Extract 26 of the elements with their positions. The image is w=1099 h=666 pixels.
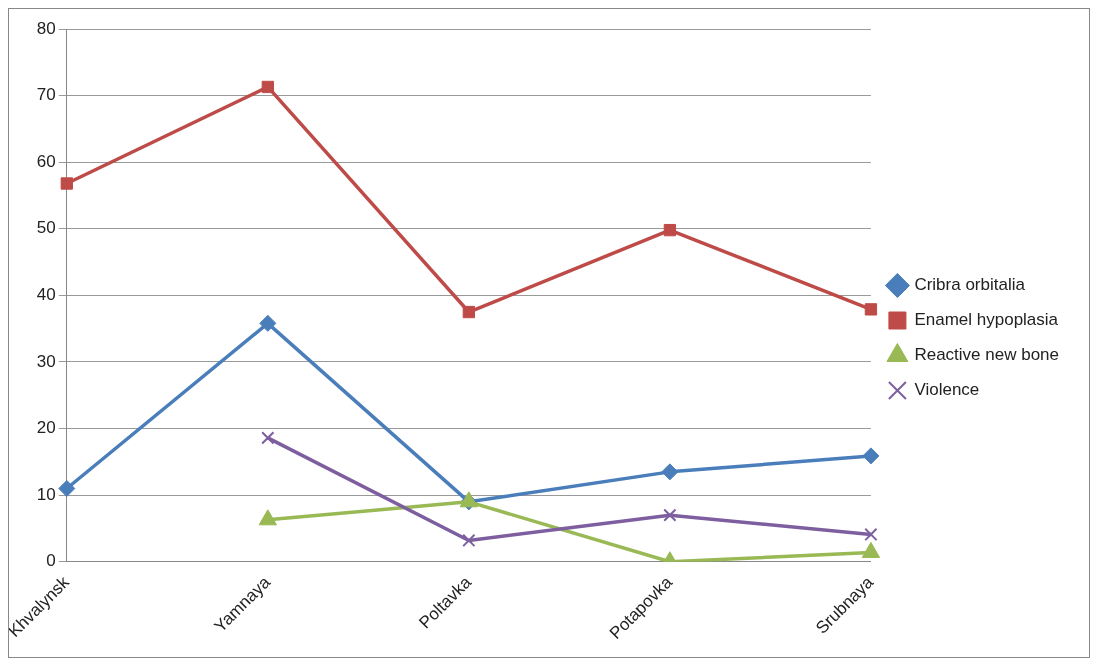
point xyxy=(259,314,277,332)
legend-label: Cribra orbitalia xyxy=(914,275,1026,295)
y-tick-label: 80 xyxy=(36,18,56,38)
y-tick-label: 20 xyxy=(36,418,56,438)
point xyxy=(663,223,677,237)
point xyxy=(60,177,73,190)
point xyxy=(663,508,677,522)
point xyxy=(462,533,476,548)
point xyxy=(864,303,878,316)
point xyxy=(261,431,275,445)
point xyxy=(862,447,880,465)
legend-label: Violence xyxy=(914,380,980,400)
y-tick-label: 30 xyxy=(36,351,56,371)
point xyxy=(864,527,878,542)
y-tick-label: 40 xyxy=(36,285,56,305)
y-tick-label: 10 xyxy=(36,484,56,504)
y-tick-label: 0 xyxy=(46,551,56,571)
y-tick-label: 70 xyxy=(36,85,56,105)
legend-label: Enamel hypoplasia xyxy=(914,310,1059,330)
y-tick-label: 60 xyxy=(36,151,56,171)
point xyxy=(661,463,679,481)
point xyxy=(462,305,475,319)
legend-label: Reactive new bone xyxy=(914,345,1059,365)
y-tick-label: 50 xyxy=(36,218,56,238)
point xyxy=(58,480,76,498)
point xyxy=(261,80,274,94)
